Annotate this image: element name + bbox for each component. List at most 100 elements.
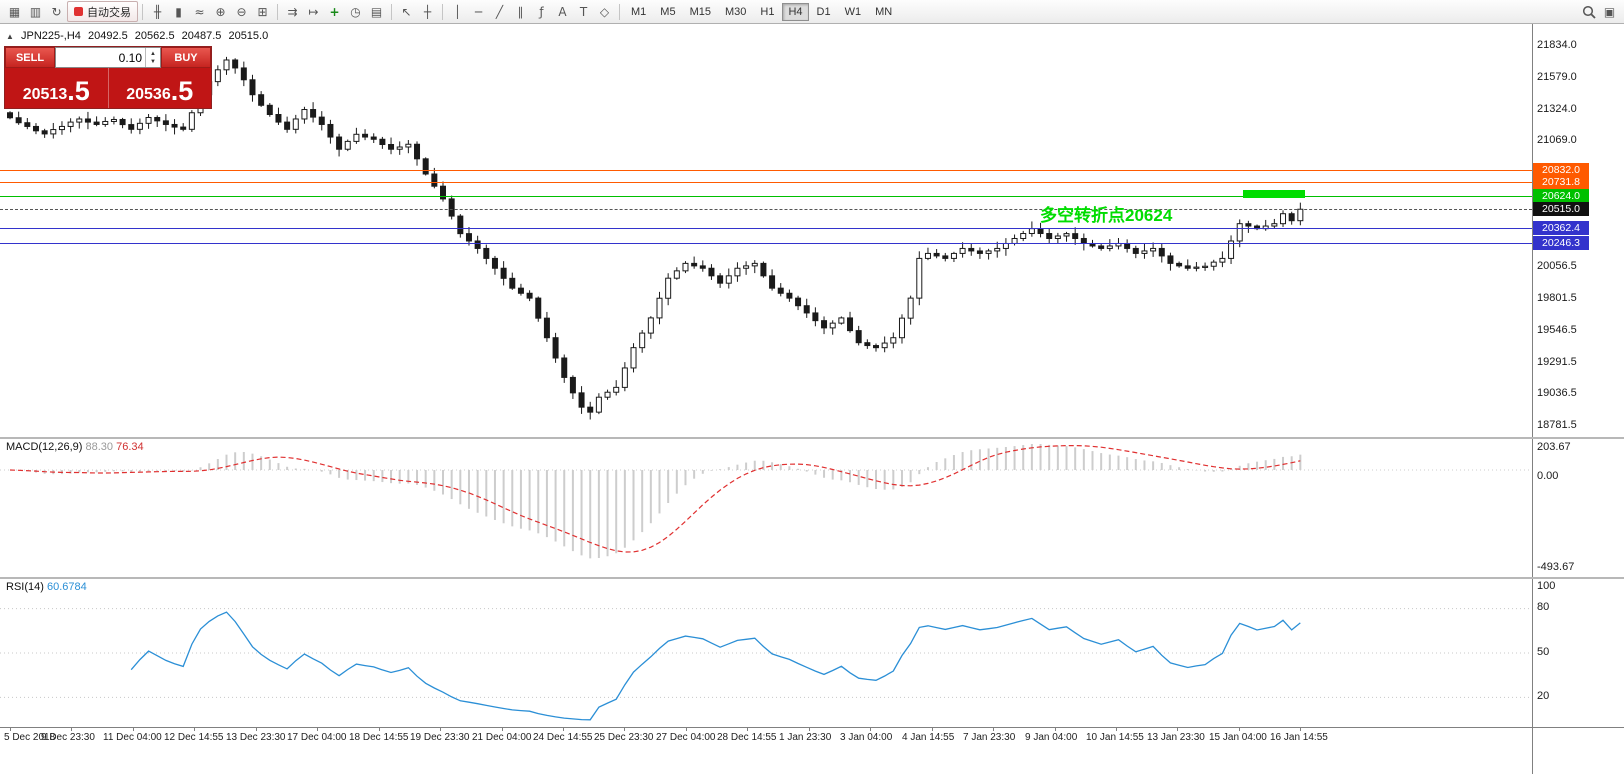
timeframe-d1[interactable]: D1: [816, 5, 831, 18]
price-level-line-20731.8[interactable]: [0, 182, 1532, 183]
crosshair-icon[interactable]: ┼: [423, 4, 432, 19]
toolbar-separator: [391, 3, 392, 20]
price-level-line-20362.4[interactable]: [0, 228, 1532, 229]
timeframe-m1[interactable]: M1: [631, 5, 647, 18]
price-level-tag-20362.4: 20362.4: [1533, 221, 1589, 235]
rsi-value: 60.6784: [46, 581, 87, 593]
y-axis-tick: 19801.5: [1537, 292, 1577, 304]
macd-axis-min: -493.67: [1537, 561, 1575, 573]
ohlc-bars-icon[interactable]: ╫: [153, 4, 162, 19]
time-axis-label: 9 Jan 04:00: [1025, 732, 1078, 743]
sell-button[interactable]: SELL: [5, 47, 55, 68]
search-icon[interactable]: [1579, 3, 1598, 21]
candlestick-icon[interactable]: ▮: [175, 4, 182, 19]
timeframe-w1[interactable]: W1: [844, 5, 862, 18]
vertical-line-icon[interactable]: │: [453, 4, 462, 19]
bid-price-line[interactable]: [0, 209, 1532, 210]
y-axis-tick: 19036.5: [1537, 387, 1577, 399]
panel-separator[interactable]: [0, 577, 1624, 579]
price-level-line-20832.0[interactable]: [0, 170, 1532, 171]
zoom-out-icon[interactable]: ⊖: [236, 4, 247, 19]
equidistant-channel-icon[interactable]: ∥: [517, 4, 524, 19]
timeframe-m15[interactable]: M15: [689, 5, 711, 18]
chart-annotation-text[interactable]: 多空转折点20624: [1040, 206, 1173, 225]
time-axis-label: 10 Jan 14:55: [1086, 732, 1144, 743]
time-axis-label: 28 Dec 14:55: [717, 732, 777, 743]
auto-scroll-icon[interactable]: ⇉: [287, 4, 298, 19]
text-icon[interactable]: A: [558, 4, 567, 19]
time-axis-label: 25 Dec 23:30: [594, 732, 654, 743]
time-axis-label: 19 Dec 23:30: [410, 732, 470, 743]
buy-price[interactable]: 20536 .5: [107, 68, 212, 108]
toolbar-separator: [142, 3, 143, 20]
time-axis-tick: [932, 727, 933, 731]
rsi-chart[interactable]: [0, 579, 1532, 727]
line-chart-icon[interactable]: ≈: [194, 4, 205, 19]
chart-shift-icon[interactable]: ↦: [308, 4, 319, 19]
toolbar: ▦ ▥ ↻ 自动交易 ╫ ▮ ≈ ⊕ ⊖ ⊞ ⇉ ↦ + ◷ ▤ ↖ ┼ │ ─ ╱ ∥ ƒ A T ◇ M1 M5 M15 M30 H1…: [0, 0, 1624, 24]
refresh-icon[interactable]: ↻: [51, 4, 62, 19]
buy-button[interactable]: BUY: [161, 47, 211, 68]
buy-price-main: 20536: [126, 86, 171, 103]
timeframe-h4[interactable]: H4: [782, 2, 809, 21]
highlight-zone[interactable]: [1243, 190, 1305, 198]
candlestick-chart[interactable]: [0, 24, 1532, 437]
text-label-icon[interactable]: T: [579, 4, 588, 19]
open-value: 20492.5: [87, 30, 128, 42]
y-axis-tick: 21834.0: [1537, 39, 1577, 51]
rsi-axis-label: 80: [1537, 601, 1550, 613]
templates-icon[interactable]: ▤: [370, 4, 383, 19]
fibonacci-icon[interactable]: ƒ: [539, 4, 544, 19]
terminal-icon[interactable]: ▦: [8, 4, 21, 19]
lot-increment-button[interactable]: ▲: [150, 50, 156, 57]
tile-windows-icon[interactable]: ⊞: [257, 4, 268, 19]
panel-separator[interactable]: [0, 437, 1624, 439]
autotrading-label: 自动交易: [87, 6, 131, 19]
price-level-tag-20832.0: 20832.0: [1533, 163, 1589, 177]
price-level-line-20624.0[interactable]: [0, 196, 1532, 197]
time-axis-label: 4 Jan 14:55: [902, 732, 955, 743]
cursor-icon[interactable]: ↖: [401, 4, 412, 19]
lot-size-input[interactable]: [56, 48, 145, 67]
price-level-line-20246.3[interactable]: [0, 243, 1532, 244]
time-axis-tick: [317, 727, 318, 731]
time-axis-tick: [1177, 727, 1178, 731]
chart-area[interactable]: ▲ JPN225-,H4 20492.5 20562.5 20487.5 205…: [0, 24, 1624, 774]
y-axis-tick: 21579.0: [1537, 71, 1577, 83]
rsi-title: RSI(14): [6, 581, 44, 593]
time-axis-tick: [1116, 727, 1117, 731]
macd-chart[interactable]: [0, 439, 1532, 577]
y-axis-tick: 19291.5: [1537, 356, 1577, 368]
time-axis-tick: [809, 727, 810, 731]
indicators-icon[interactable]: +: [329, 4, 340, 19]
buy-price-frac: .5: [170, 76, 194, 107]
price-level-tag-20624.0: 20624.0: [1533, 189, 1589, 203]
periods-icon[interactable]: ◷: [350, 4, 361, 19]
shapes-icon[interactable]: ◇: [599, 4, 610, 19]
timeframe-m30[interactable]: M30: [724, 5, 747, 18]
time-axis-label: 9 Dec 23:30: [41, 732, 95, 743]
timeframe-mn[interactable]: MN: [875, 5, 893, 18]
price-axis-border: [1532, 24, 1533, 774]
time-axis-label: 3 Jan 04:00: [840, 732, 893, 743]
layout-icon[interactable]: ▣: [1603, 4, 1616, 19]
horizontal-line-icon[interactable]: ─: [474, 4, 483, 19]
collapse-icon[interactable]: ▲: [6, 32, 14, 41]
rsi-label: RSI(14) 60.6784: [6, 581, 87, 593]
zoom-in-icon[interactable]: ⊕: [215, 4, 226, 19]
time-axis-label: 13 Jan 23:30: [1147, 732, 1205, 743]
time-axis-label: 18 Dec 14:55: [349, 732, 409, 743]
timeframe-h1[interactable]: H1: [760, 5, 775, 18]
time-axis-tick: [502, 727, 503, 731]
low-value: 20487.5: [181, 30, 222, 42]
time-axis[interactable]: 5 Dec 2018 9 Dec 23:30 11 Dec 04:00 12 Dec …: [0, 727, 1624, 751]
symbol-period-label: JPN225-,H4: [20, 30, 81, 42]
sell-price[interactable]: 20513 .5: [5, 68, 108, 108]
lot-decrement-button[interactable]: ▼: [150, 58, 156, 65]
accounts-icon[interactable]: ▥: [29, 4, 42, 19]
time-axis-label: 12 Dec 14:55: [164, 732, 224, 743]
sell-price-main: 20513: [22, 86, 68, 103]
autotrading-button[interactable]: 自动交易: [67, 1, 138, 22]
timeframe-m5[interactable]: M5: [660, 5, 676, 18]
trendline-icon[interactable]: ╱: [495, 4, 504, 19]
